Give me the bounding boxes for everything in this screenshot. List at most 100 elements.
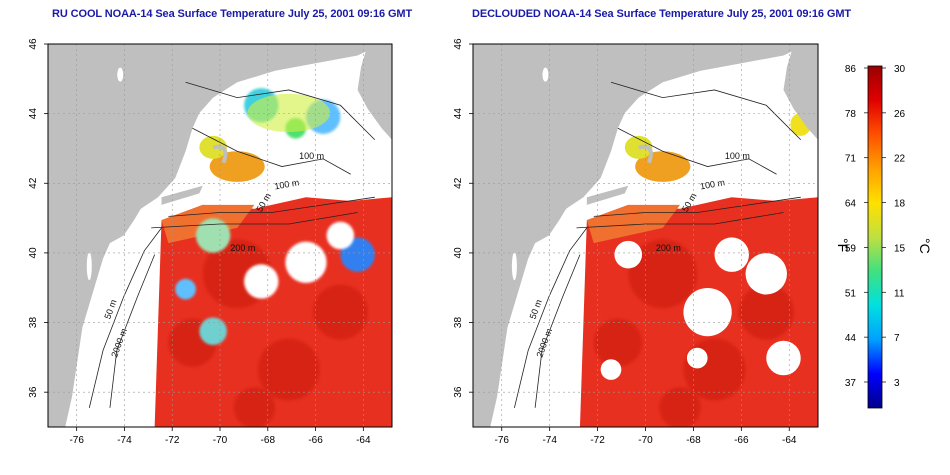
longitude-tick-label: -68 <box>261 435 276 446</box>
latitude-tick-label: 44 <box>28 108 39 120</box>
longitude-tick-label: -76 <box>69 435 84 446</box>
sst-warm-patch <box>738 284 794 340</box>
colorbar-f-tick: 64 <box>845 199 857 210</box>
latitude-tick-label: 36 <box>28 386 39 398</box>
sst-warm-patch <box>257 338 320 401</box>
colorbar-f-tick: 37 <box>845 378 857 389</box>
latitude-tick-label: 42 <box>28 177 39 189</box>
panel-title-right: DECLOUDED NOAA-14 Sea Surface Temperatur… <box>472 8 852 20</box>
shelf-sst-band <box>586 204 680 244</box>
colorbar-f-tick: 71 <box>845 154 857 165</box>
bathymetry-contour <box>192 127 351 175</box>
bathymetry-contour <box>617 127 777 175</box>
latitude-tick-label: 42 <box>453 177 464 189</box>
sst-warm-patch <box>233 387 276 427</box>
latitude-tick-label: 36 <box>453 386 464 398</box>
cloud-patch <box>195 218 231 253</box>
bathymetry-contour <box>610 81 802 141</box>
land-mass <box>48 44 382 427</box>
colorbar-f-tick: 51 <box>845 288 857 299</box>
contour-label: 200 m <box>230 243 255 253</box>
longitude-tick-label: -68 <box>686 435 701 446</box>
gulf-sst-patch <box>247 93 331 133</box>
colorbar-c-tick: 18 <box>894 199 906 210</box>
lake <box>542 67 549 82</box>
masked-cloud-gap <box>714 237 749 272</box>
lake <box>117 67 124 82</box>
masked-cloud-gap <box>766 340 801 376</box>
colorbar-c-tick: 15 <box>894 243 906 254</box>
longitude-tick-label: -70 <box>638 435 653 446</box>
bathymetry-contour <box>168 196 375 217</box>
celsius-unit-label: °C <box>917 238 933 254</box>
bathymetry-contour <box>593 196 801 217</box>
cape-cod <box>638 144 653 164</box>
bathymetry-contour <box>151 212 358 229</box>
cloud-patch <box>175 278 196 300</box>
masked-cloud-gap <box>686 347 708 369</box>
longitude-tick-label: -74 <box>117 435 132 446</box>
latitude-tick-label: 38 <box>28 317 39 329</box>
bay <box>511 252 517 281</box>
latitude-tick-label: 38 <box>453 317 464 329</box>
colorbar-f-tick: 86 <box>845 64 857 75</box>
sst-warm-patch <box>593 318 643 367</box>
contour-label: 100 m <box>274 177 300 191</box>
longitude-tick-label: -76 <box>495 435 510 446</box>
colorbar-f-tick: 59 <box>845 243 857 254</box>
colorbar-f-tick: 44 <box>845 333 857 344</box>
contour-label: 200 m <box>656 243 681 253</box>
longitude-tick-label: -66 <box>308 435 323 446</box>
land-mass-northeast <box>783 44 818 140</box>
fahrenheit-unit-label: °F <box>835 238 851 252</box>
bathymetry-contour <box>534 254 581 408</box>
latitude-tick-label: 44 <box>453 108 464 120</box>
bathymetry-contour <box>185 81 376 141</box>
colorbar-c-tick: 30 <box>894 64 906 75</box>
cloud-patch <box>326 221 355 250</box>
colorbar-c-tick: 26 <box>894 109 906 120</box>
bathymetry-contour <box>109 254 156 408</box>
land-mass-northeast <box>357 44 392 140</box>
cloud-patch <box>285 241 327 283</box>
sst-warm-patch <box>628 239 698 309</box>
cape-cod <box>212 144 228 164</box>
masked-cloud-gap <box>614 240 643 269</box>
longitude-tick-label: -70 <box>213 435 228 446</box>
sst-warm-patch <box>312 284 368 340</box>
sst-warm-patch <box>683 338 746 401</box>
longitude-tick-label: -66 <box>734 435 749 446</box>
temperature-colorbar: 86 30 78 26 71 22 64 18 59 15 51 11 44 7 37 3 °F °C <box>835 64 933 409</box>
longitude-tick-label: -74 <box>542 435 557 446</box>
panel-title-left: RU COOL NOAA-14 Sea Surface Temperature … <box>52 8 413 20</box>
island <box>161 185 203 205</box>
latitude-tick-label: 40 <box>28 247 39 259</box>
masked-cloud-gap <box>745 253 787 295</box>
latitude-tick-label: 40 <box>453 247 464 259</box>
sst-warm-patch <box>659 387 701 427</box>
masked-cloud-gap <box>600 359 622 380</box>
bathymetry-contour <box>576 212 784 229</box>
colorbar-c-tick: 7 <box>894 333 900 344</box>
longitude-tick-label: -64 <box>782 435 797 446</box>
longitude-tick-label: -72 <box>590 435 605 446</box>
colorbar-gradient <box>867 65 883 409</box>
colorbar-c-tick: 11 <box>894 288 905 299</box>
contour-label: 100 m <box>699 177 725 191</box>
longitude-tick-label: -72 <box>165 435 180 446</box>
bathymetry-contour <box>88 227 162 408</box>
colorbar-c-tick: 3 <box>894 378 900 389</box>
bay <box>86 252 92 281</box>
island <box>586 185 629 205</box>
cloud-patch <box>244 264 279 299</box>
cloud-patch <box>199 317 227 346</box>
contour-label: 100 m <box>725 151 750 161</box>
land-mass <box>473 44 808 427</box>
colorbar-f-tick: 78 <box>845 109 857 120</box>
masked-cloud-gap <box>683 287 732 337</box>
longitude-tick-label: -64 <box>356 435 371 446</box>
contour-label: 100 m <box>299 151 324 161</box>
